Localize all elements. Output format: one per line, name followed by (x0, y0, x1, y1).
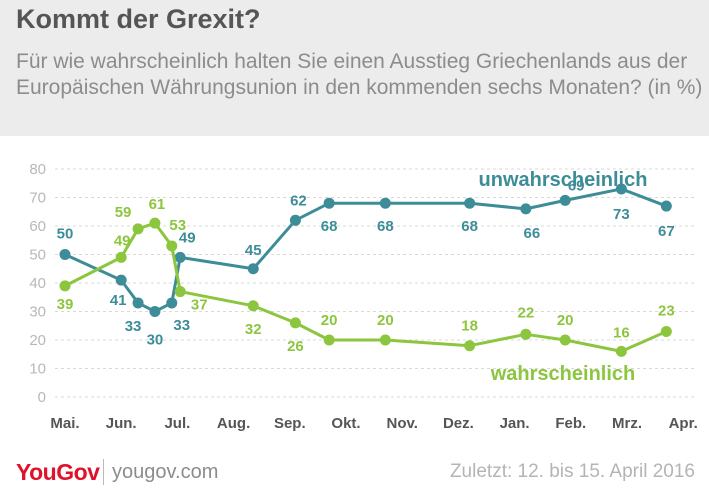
data-label: 33 (125, 318, 142, 335)
y-tick-label: 70 (29, 190, 46, 207)
data-point (559, 194, 571, 206)
data-label: 37 (191, 297, 208, 314)
y-tick-label: 0 (38, 389, 46, 406)
data-label: 59 (115, 204, 132, 221)
y-tick-label: 10 (29, 361, 46, 378)
data-point (149, 306, 161, 317)
data-point (174, 251, 186, 263)
x-tick-label: Dez. (443, 415, 474, 432)
data-point (247, 300, 259, 312)
data-point (166, 297, 178, 309)
data-label: 68 (461, 218, 478, 235)
data-point (149, 217, 161, 229)
chart-subtitle: Für wie wahrscheinlich halten Sie einen … (16, 50, 703, 99)
data-label: 50 (57, 226, 74, 243)
data-label: 20 (557, 312, 574, 329)
data-point (379, 334, 391, 346)
data-label: 26 (287, 338, 304, 355)
x-tick-label: Feb. (555, 415, 586, 432)
survey-date-note: Zuletzt: 12. bis 15. April 2016 (449, 461, 695, 482)
x-tick-label: Jan. (500, 415, 530, 432)
x-tick-label: Mrz. (612, 415, 642, 432)
data-label: 49 (114, 232, 131, 249)
data-label: 68 (321, 218, 338, 235)
data-point (464, 340, 476, 352)
data-point (59, 249, 71, 260)
data-point (166, 240, 178, 252)
data-label: 20 (321, 312, 338, 329)
series-label-unwahrscheinlich: unwahrscheinlich (479, 169, 648, 191)
footer-divider (103, 459, 104, 485)
chart-title: Kommt der Grexit? (16, 4, 261, 34)
data-point (464, 197, 476, 209)
x-tick-label: Apr. (669, 415, 698, 432)
x-tick-label: Nov. (386, 415, 417, 432)
x-tick-label: Okt. (331, 415, 360, 432)
data-label: 41 (110, 292, 127, 309)
data-point (289, 214, 301, 226)
data-label: 68 (377, 218, 394, 235)
series-label-wahrscheinlich: wahrscheinlich (490, 363, 636, 385)
header-panel: Kommt der Grexit? Für wie wahrscheinlich… (0, 0, 709, 136)
data-label: 39 (57, 296, 74, 313)
data-label: 20 (377, 312, 394, 329)
data-label: 73 (613, 206, 630, 223)
data-point (379, 197, 391, 209)
data-point (660, 200, 672, 212)
x-tick-label: Jun. (106, 415, 137, 432)
data-point (289, 317, 301, 329)
yougov-logo: YouGov (16, 459, 100, 485)
data-label: 30 (147, 332, 164, 349)
data-label: 53 (169, 217, 186, 234)
y-tick-label: 30 (29, 304, 46, 321)
y-tick-label: 40 (29, 275, 46, 292)
y-tick-label: 60 (29, 218, 46, 235)
data-label: 23 (658, 302, 675, 319)
data-label: 16 (613, 324, 630, 341)
x-tick-label: Sep. (274, 415, 306, 432)
data-point (660, 325, 672, 337)
data-point (559, 334, 571, 346)
data-point (615, 183, 627, 195)
data-label: 33 (173, 317, 190, 334)
data-point (132, 223, 144, 235)
data-point (323, 197, 335, 209)
data-label: 45 (245, 242, 262, 259)
x-tick-label: Mai. (50, 415, 79, 432)
data-label: 69 (568, 177, 585, 194)
data-point (174, 286, 186, 298)
footer-url: yougov.com (112, 461, 219, 483)
data-label: 22 (517, 304, 534, 321)
data-label: 67 (658, 223, 675, 240)
data-point (115, 274, 127, 286)
x-tick-label: Jul. (164, 415, 190, 432)
data-point (323, 334, 335, 346)
data-point (132, 297, 144, 309)
data-point (115, 251, 127, 263)
data-label: 49 (179, 229, 196, 246)
data-point (59, 280, 71, 292)
y-tick-label: 20 (29, 332, 46, 349)
data-point (520, 328, 532, 340)
data-point (520, 203, 532, 215)
data-label: 32 (245, 321, 262, 338)
data-label: 66 (523, 225, 540, 242)
data-label: 61 (149, 196, 166, 213)
y-tick-label: 80 (29, 161, 46, 178)
data-point (247, 263, 259, 275)
data-point (615, 345, 627, 357)
data-label: 18 (461, 318, 478, 335)
x-tick-label: Aug. (217, 415, 250, 432)
data-label: 62 (290, 192, 307, 209)
y-tick-label: 50 (29, 247, 46, 264)
